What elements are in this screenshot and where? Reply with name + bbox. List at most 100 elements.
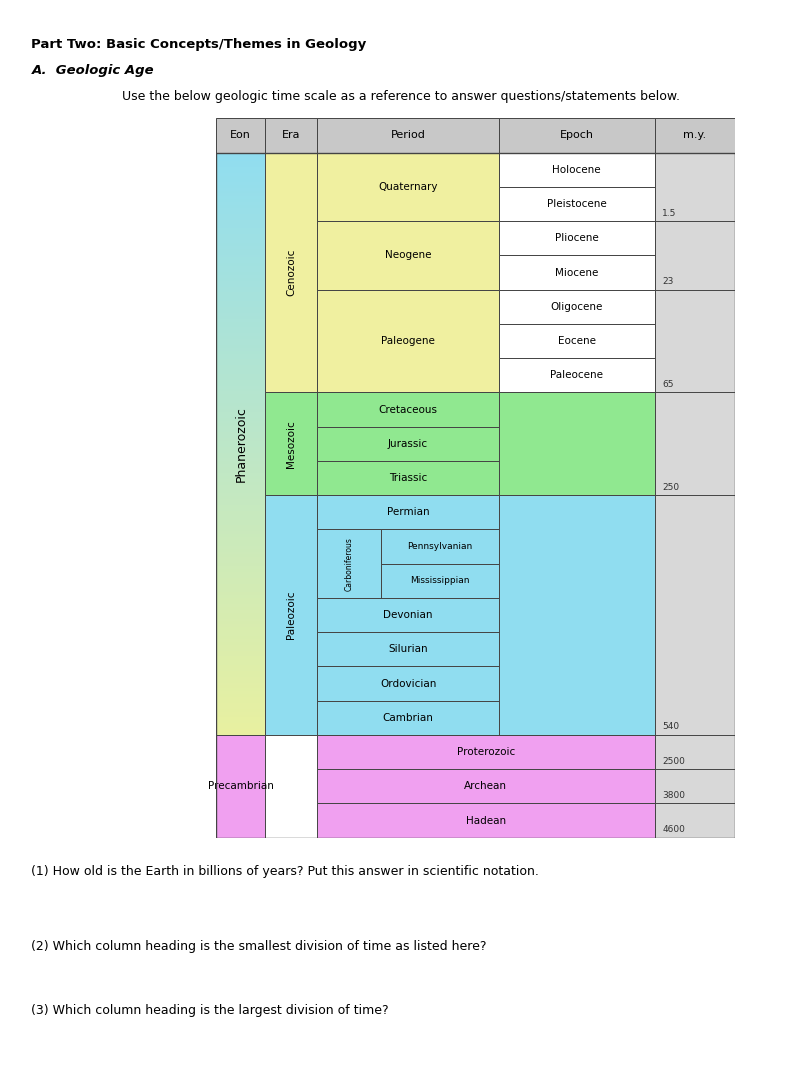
Bar [216,339,266,342]
Bar [216,360,266,362]
Bar [216,266,266,270]
Text: m.y.: m.y. [683,130,707,141]
Bar [216,452,266,455]
Bar [216,159,266,161]
Bar [216,673,266,677]
Bar [216,321,266,324]
Bar [216,697,266,700]
Text: Era: Era [282,130,300,141]
Bar [216,226,266,229]
Bar [216,156,266,159]
Bar [216,583,266,586]
Bar [216,328,266,331]
Bar [216,389,266,391]
Bar [216,563,266,566]
Bar [216,292,266,295]
Bar [266,118,318,153]
Bar [318,529,381,598]
Bar [655,118,735,153]
Bar [216,721,266,723]
Text: Epoch: Epoch [560,130,593,141]
Bar [216,200,266,202]
Bar [216,243,266,246]
Bar [216,251,266,255]
Bar [216,464,266,467]
Text: Period: Period [391,130,425,141]
Bar [216,610,266,612]
Text: Miocene: Miocene [555,267,598,277]
Bar [216,624,266,627]
Bar [318,598,499,633]
Bar [216,295,266,299]
Bar [216,528,266,532]
Text: 250: 250 [663,482,679,492]
Bar [216,374,266,377]
Bar [216,345,266,348]
Bar [216,211,266,214]
Bar [499,392,655,495]
Bar [216,663,266,665]
Bar [216,729,266,732]
Bar [499,290,655,324]
Bar [216,552,266,554]
Bar [216,430,266,432]
Bar [216,706,266,709]
Text: 540: 540 [663,723,679,731]
Bar [216,644,266,648]
Bar [216,411,266,415]
Text: (3) Which column heading is the largest division of time?: (3) Which column heading is the largest … [31,1004,389,1017]
Text: Pliocene: Pliocene [555,233,599,244]
Bar [216,619,266,622]
Bar [216,357,266,360]
Bar [216,578,266,581]
Bar [216,680,266,683]
Text: Oligocene: Oligocene [550,302,603,311]
Bar [216,522,266,525]
Bar [216,301,266,304]
Bar [216,406,266,409]
Bar [216,217,266,220]
Bar [216,592,266,595]
Bar [216,683,266,685]
Bar [216,173,266,176]
Bar [216,692,266,694]
Bar [318,769,655,803]
Bar [216,421,266,423]
Bar [216,677,266,680]
Bar [216,220,266,222]
Bar [216,459,266,462]
Bar [216,333,266,336]
Bar [216,161,266,164]
Bar [216,426,266,430]
Text: Neogene: Neogene [385,250,432,260]
Bar [216,299,266,301]
Bar [216,491,266,493]
Bar [216,671,266,673]
Bar [266,392,318,495]
Bar [216,444,266,447]
Bar [216,353,266,357]
Bar [216,455,266,459]
Bar [318,803,655,838]
Bar [216,520,266,522]
Text: 1.5: 1.5 [663,208,677,218]
Bar [216,331,266,333]
Bar [216,604,266,607]
Text: 3800: 3800 [663,790,685,800]
Bar [216,380,266,382]
Bar [499,221,655,256]
Bar [499,324,655,359]
Bar [499,187,655,221]
Bar [216,612,266,615]
Bar [216,222,266,226]
Bar [216,627,266,630]
Text: Devonian: Devonian [384,610,433,620]
Bar [216,714,266,717]
Bar [216,488,266,491]
Bar [216,403,266,406]
Text: Cambrian: Cambrian [383,713,434,723]
Bar [216,554,266,557]
Bar [216,470,266,473]
Bar [216,365,266,368]
Bar [216,447,266,450]
